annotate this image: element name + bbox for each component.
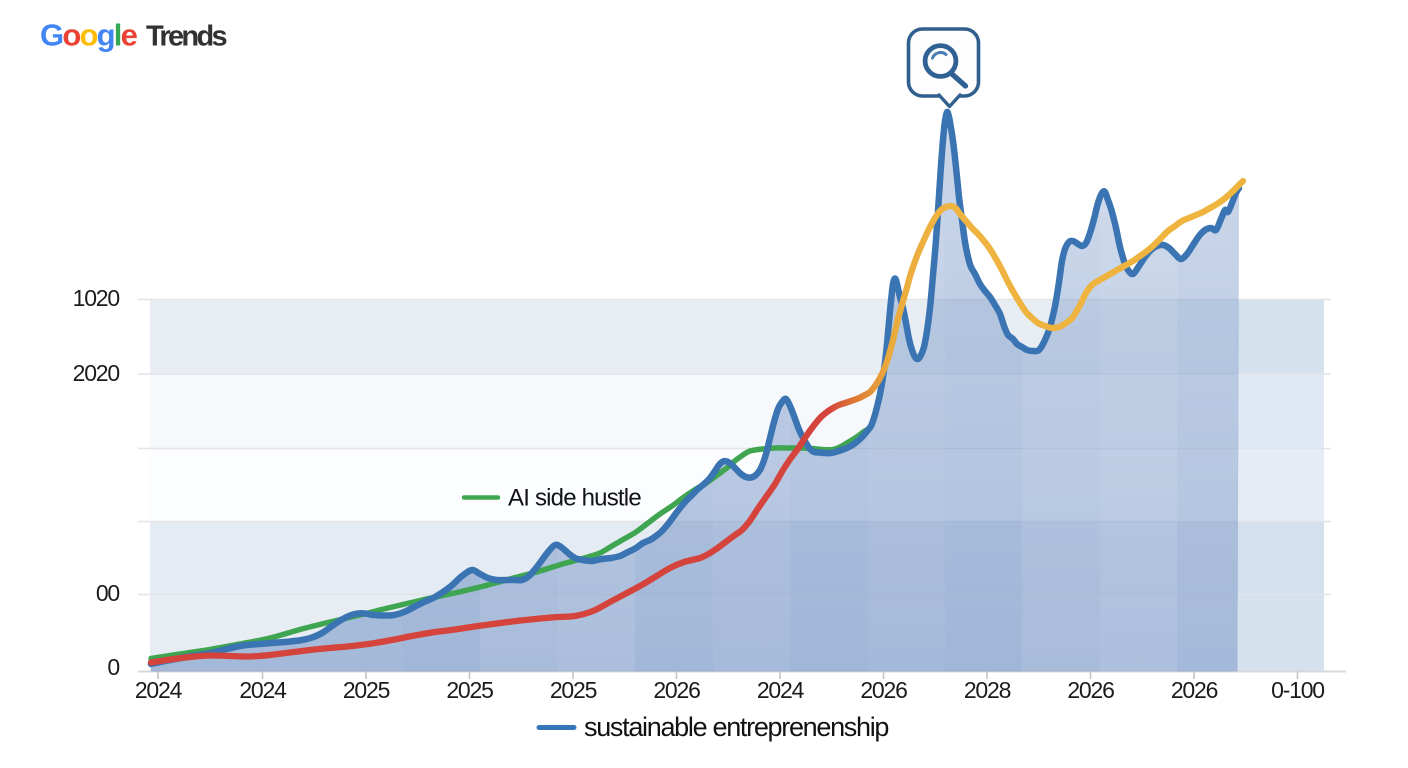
svg-text:2024: 2024 <box>239 677 287 703</box>
svg-text:2024: 2024 <box>135 677 183 703</box>
svg-text:2025: 2025 <box>550 677 597 703</box>
svg-text:2026: 2026 <box>1171 677 1218 703</box>
svg-text:Google: Google <box>40 18 138 53</box>
svg-text:2024: 2024 <box>757 677 805 703</box>
svg-text:1020: 1020 <box>73 285 120 311</box>
svg-text:0-100: 0-100 <box>1271 677 1324 703</box>
svg-text:2025: 2025 <box>343 677 390 703</box>
svg-text:2026: 2026 <box>1067 677 1114 703</box>
svg-text:2026: 2026 <box>860 677 907 703</box>
svg-text:sustainable entreprenenship: sustainable entreprenenship <box>584 712 888 742</box>
svg-text:2025: 2025 <box>446 677 493 703</box>
svg-text:2028: 2028 <box>964 677 1011 703</box>
svg-text:00: 00 <box>96 580 120 606</box>
svg-text:AI side hustle: AI side hustle <box>508 485 641 512</box>
svg-text:2020: 2020 <box>73 360 120 386</box>
svg-text:0: 0 <box>107 654 119 680</box>
svg-text:2026: 2026 <box>653 677 700 703</box>
svg-text:Trends: Trends <box>146 21 226 53</box>
